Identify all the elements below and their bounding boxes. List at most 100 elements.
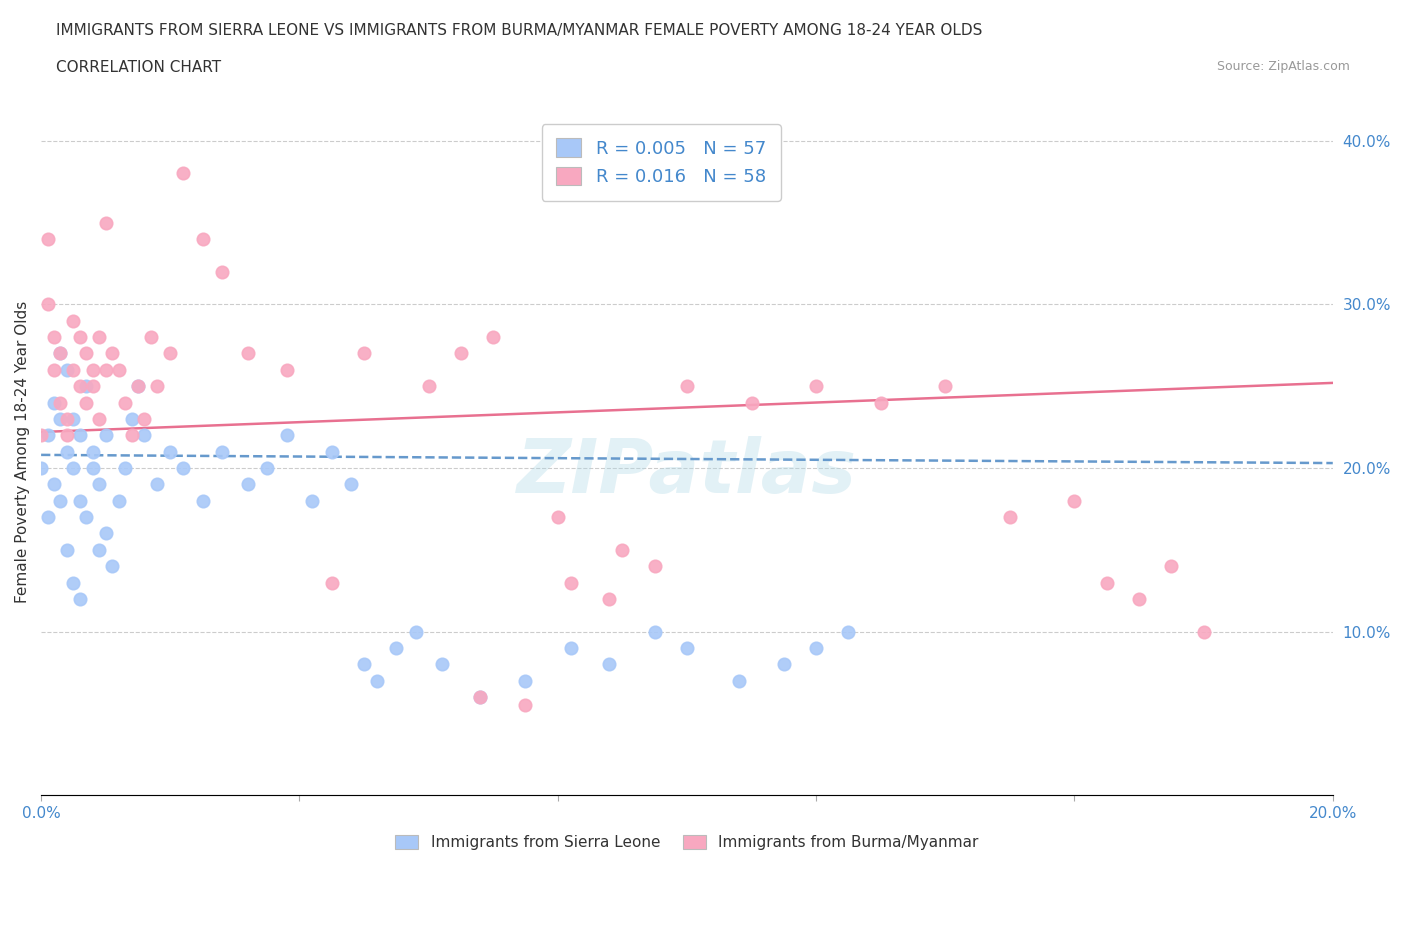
Point (612, 542, 634, 557)
Point (172, 166, 194, 181)
Point (42, 329, 65, 344)
Point (276, 428, 298, 443)
Point (56, 445, 79, 459)
Point (101, 559, 124, 574)
Text: IMMIGRANTS FROM SIERRA LEONE VS IMMIGRANTS FROM BURMA/MYANMAR FEMALE POVERTY AMO: IMMIGRANTS FROM SIERRA LEONE VS IMMIGRAN… (56, 23, 983, 38)
Point (134, 428, 156, 443)
Point (82, 460, 104, 475)
Legend: Immigrants from Sierra Leone, Immigrants from Burma/Myanmar: Immigrants from Sierra Leone, Immigrants… (389, 829, 984, 857)
Point (236, 346, 259, 361)
Point (727, 673, 749, 688)
Point (353, 346, 375, 361)
Point (301, 493, 323, 508)
Point (1160, 559, 1182, 574)
Point (82, 363, 104, 378)
Point (37, 428, 59, 443)
Point (139, 329, 162, 344)
Point (321, 445, 343, 459)
Text: ZIPatlas: ZIPatlas (517, 436, 856, 509)
Point (236, 477, 259, 492)
Point (515, 698, 537, 712)
Point (75, 379, 97, 393)
Point (1192, 624, 1215, 639)
Point (69, 591, 91, 606)
Point (94, 428, 117, 443)
Point (37, 510, 59, 525)
Point (276, 363, 298, 378)
Point (37, 232, 59, 246)
Point (37, 297, 59, 312)
Point (94, 215, 117, 230)
Point (837, 624, 859, 639)
Point (30, 428, 52, 443)
Point (82, 379, 104, 393)
Point (804, 379, 827, 393)
Point (804, 641, 827, 656)
Point (418, 379, 440, 393)
Point (107, 493, 129, 508)
Point (49, 346, 72, 361)
Point (741, 395, 763, 410)
Point (366, 673, 388, 688)
Point (340, 477, 363, 492)
Point (62, 363, 84, 378)
Point (89, 477, 111, 492)
Point (598, 657, 620, 671)
Point (30, 460, 52, 475)
Point (121, 411, 143, 426)
Point (676, 641, 699, 656)
Point (114, 395, 136, 410)
Point (49, 346, 72, 361)
Point (934, 379, 956, 393)
Point (127, 379, 149, 393)
Point (101, 346, 124, 361)
Point (676, 379, 699, 393)
Point (94, 526, 117, 541)
Point (121, 428, 143, 443)
Point (75, 510, 97, 525)
Point (450, 346, 472, 361)
Point (69, 379, 91, 393)
Point (42, 477, 65, 492)
Point (211, 264, 233, 279)
Point (547, 510, 569, 525)
Point (211, 445, 233, 459)
Point (405, 624, 427, 639)
Point (598, 591, 620, 606)
Point (256, 460, 278, 475)
Point (321, 575, 343, 590)
Point (49, 493, 72, 508)
Point (644, 624, 666, 639)
Point (772, 657, 794, 671)
Point (89, 329, 111, 344)
Point (114, 460, 136, 475)
Point (146, 477, 169, 492)
Point (191, 493, 214, 508)
Point (353, 657, 375, 671)
Point (75, 395, 97, 410)
Point (94, 363, 117, 378)
Point (172, 460, 194, 475)
Point (191, 232, 214, 246)
Point (159, 445, 181, 459)
Point (515, 673, 537, 688)
Point (82, 445, 104, 459)
Point (134, 411, 156, 426)
Point (560, 575, 582, 590)
Point (470, 690, 492, 705)
Point (107, 363, 129, 378)
Point (62, 460, 84, 475)
Point (62, 575, 84, 590)
Point (1095, 575, 1118, 590)
Point (482, 329, 505, 344)
Point (159, 346, 181, 361)
Point (69, 428, 91, 443)
Point (56, 428, 79, 443)
Point (1063, 493, 1085, 508)
Point (56, 363, 79, 378)
Point (1128, 591, 1150, 606)
Point (69, 329, 91, 344)
Point (560, 641, 582, 656)
Point (56, 542, 79, 557)
Point (644, 559, 666, 574)
